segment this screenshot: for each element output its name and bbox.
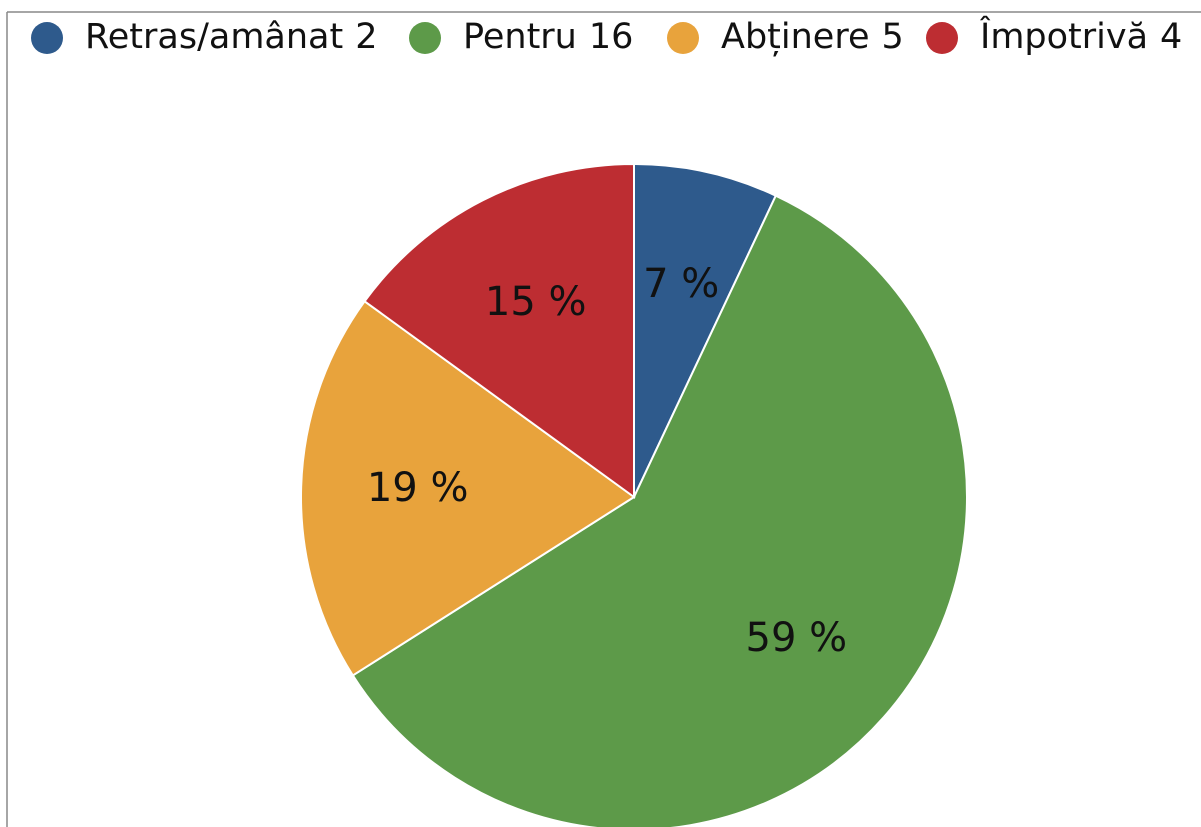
pie-slice <box>351 194 969 827</box>
legend-entry: Retras/amânat 2 <box>85 17 378 57</box>
legend-marker <box>409 22 441 54</box>
legend-count: 4 <box>1160 17 1182 57</box>
pie-slice <box>363 162 635 499</box>
slice-label: 59 % <box>746 615 848 661</box>
slice-label: 7 % <box>643 261 719 307</box>
pie-slice <box>633 162 778 498</box>
legend-name: Împotrivă <box>979 15 1148 57</box>
legend-name: Pentru <box>463 17 577 57</box>
legend-count: 16 <box>589 17 634 57</box>
legend-count: 5 <box>881 17 903 57</box>
legend-marker <box>926 22 958 54</box>
legend-entry: Abținere 5 <box>721 17 904 57</box>
slice-label: 15 % <box>485 279 587 325</box>
legend-name: Retras/amânat <box>85 17 343 57</box>
legend-entry: Pentru 16 <box>463 17 633 57</box>
legend-marker <box>31 22 63 54</box>
slice-label: 19 % <box>367 465 469 511</box>
pie-slice <box>300 299 636 677</box>
legend-count: 2 <box>355 17 377 57</box>
legend-entry: Împotrivă 4 <box>979 15 1182 57</box>
legend-name: Abținere <box>721 17 869 57</box>
legend-marker <box>667 22 699 54</box>
